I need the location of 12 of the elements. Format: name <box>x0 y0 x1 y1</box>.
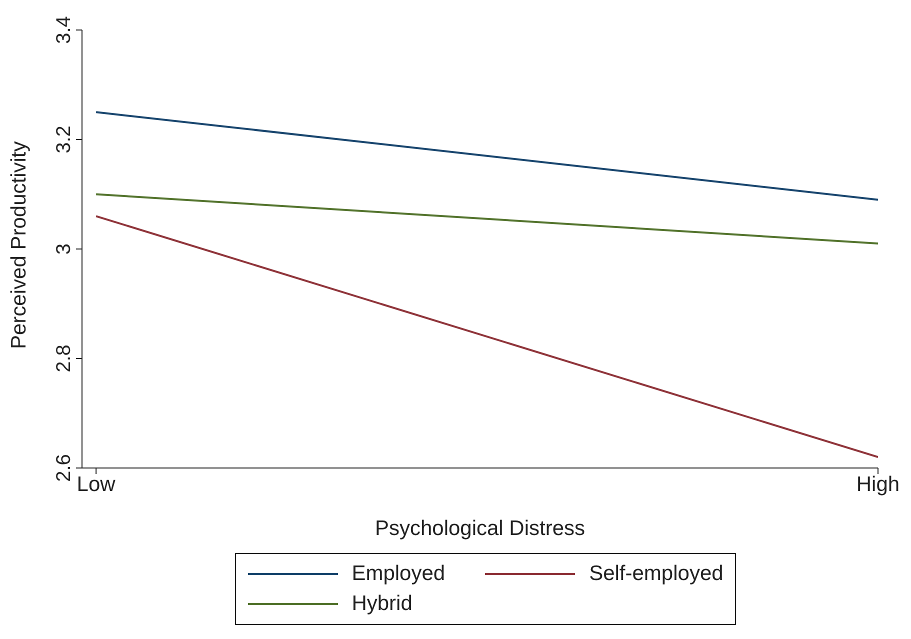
y-tick-label: 2.8 <box>53 344 75 372</box>
y-tick-label: 3 <box>53 243 75 255</box>
y-tick-label: 3.2 <box>53 126 75 154</box>
legend-label: Employed <box>352 562 446 586</box>
x-axis-title: Psychological Distress <box>374 517 586 540</box>
y-axis-title: Perceived Productivity <box>7 140 30 349</box>
x-tick-label: High <box>856 472 900 496</box>
x-tick-label: Low <box>76 472 116 496</box>
y-tick-label: 3.4 <box>53 16 75 44</box>
y-tick-label: 2.6 <box>53 454 75 482</box>
legend-label: Self-employed <box>589 562 724 586</box>
legend-label: Hybrid <box>352 592 412 616</box>
